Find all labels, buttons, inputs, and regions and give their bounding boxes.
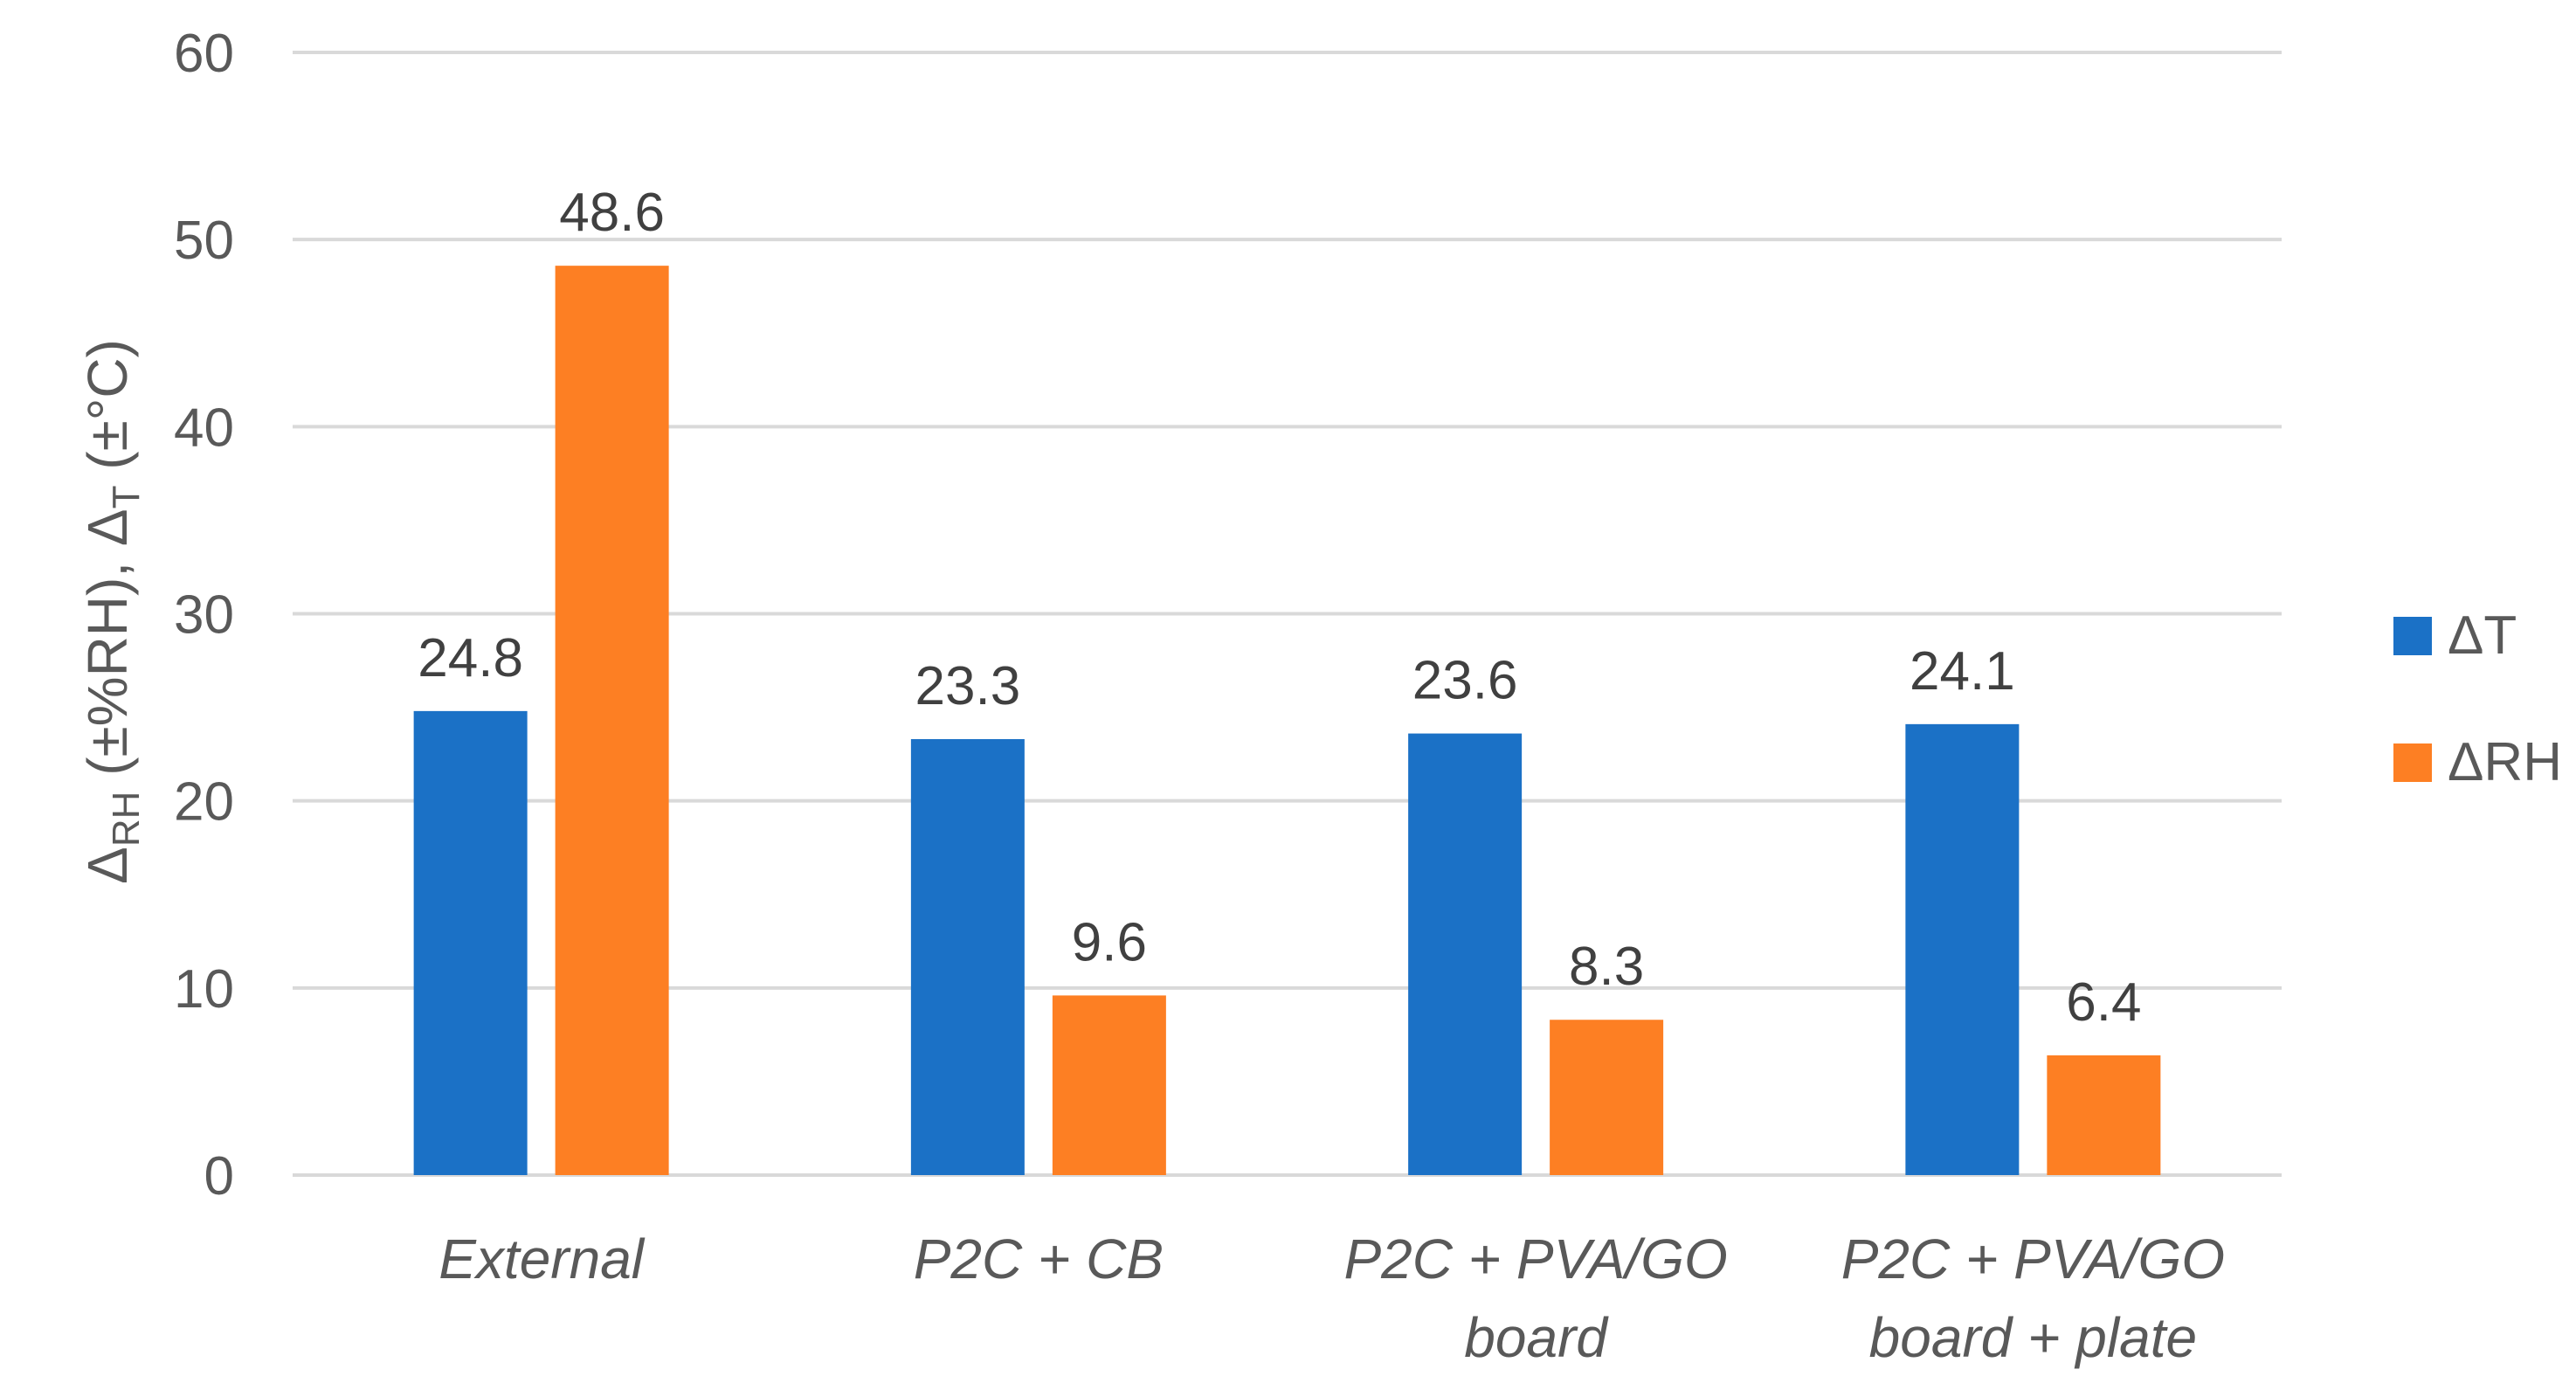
ylabel-t-subscript: T [105,485,148,508]
y-tick-label: 0 [204,1146,234,1207]
x-category-label: P2C + PVA/GO [1343,1228,1727,1290]
bars [413,266,2161,1175]
data-label: 48.6 [559,183,665,243]
bar-delta-t [910,738,1025,1175]
ylabel-end: (±°C) [76,339,139,485]
x-category-label: board [1464,1306,1609,1369]
legend-label: ΔT [2448,605,2517,666]
legend-swatch [2393,617,2432,655]
ylabel-rh-subscript: RH [105,792,148,847]
data-label: 23.3 [915,656,1021,716]
bar-delta-t [1408,733,1523,1175]
data-label: 24.1 [1910,641,2015,702]
y-tick-label: 10 [174,959,234,1020]
x-axis-categories: External P2C + CB P2C + PVA/GO board P2C + P… [439,1228,2225,1369]
ylabel-middle: (±%RH), [76,546,139,791]
y-tick-label: 40 [174,398,234,458]
y-axis-label: ΔRH (±%RH), ΔT (±°C) [76,339,148,884]
bar-delta-rh [555,266,669,1175]
legend: ΔT ΔRH [2393,605,2562,792]
bar-delta-rh [2047,1055,2161,1175]
data-labels: 24.8 48.6 23.3 9.6 23.6 8.3 24.1 6.4 [418,183,2141,1033]
bar-delta-rh [1550,1020,1664,1175]
x-category-label: P2C + CB [914,1228,1164,1290]
x-category-label: board + plate [1869,1306,2197,1369]
y-tick-label: 30 [174,585,234,646]
ylabel-delta-rh: Δ [76,847,139,884]
data-label: 24.8 [418,628,523,688]
legend-swatch [2393,743,2432,782]
legend-label: ΔRH [2448,732,2562,792]
x-category-label: P2C + PVA/GO [1841,1228,2225,1290]
ylabel-delta-t: Δ [76,508,139,546]
bar-delta-rh [1052,995,1166,1175]
data-label: 23.6 [1412,651,1518,711]
y-tick-label: 20 [174,772,234,833]
data-label: 6.4 [2066,972,2141,1033]
bar-delta-t [1905,723,2020,1175]
y-tick-label: 60 [174,24,234,84]
x-category-label: External [439,1228,646,1290]
data-label: 9.6 [1072,912,1147,972]
y-tick-label: 50 [174,211,234,271]
bar-delta-t [413,710,528,1175]
y-axis-ticks: 0 10 20 30 40 50 60 [174,24,234,1207]
data-label: 8.3 [1569,937,1644,997]
